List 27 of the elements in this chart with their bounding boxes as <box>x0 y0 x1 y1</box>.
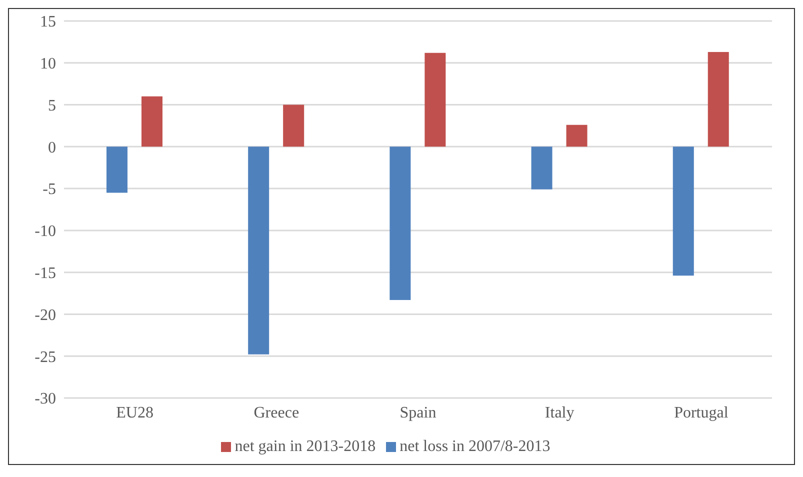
bar <box>248 146 270 354</box>
bar <box>283 104 304 147</box>
bar <box>566 124 588 147</box>
y-tick-label: -10 <box>34 223 56 240</box>
x-tick-label: EU28 <box>116 404 154 422</box>
legend-label: net loss in 2007/8-2013 <box>400 438 550 455</box>
bar <box>672 146 694 276</box>
bar <box>708 52 729 147</box>
y-tick-label: 0 <box>48 139 56 156</box>
x-tick-label: Italy <box>544 404 574 422</box>
bar <box>141 96 162 147</box>
y-tick-label: 15 <box>40 14 56 31</box>
y-tick-label: -20 <box>34 306 56 324</box>
y-tick-label: -30 <box>34 390 56 408</box>
y-tick-label: -5 <box>42 181 56 198</box>
y-tick-label: 5 <box>48 97 56 114</box>
bar <box>106 146 128 193</box>
y-tick-label: 10 <box>40 56 56 73</box>
y-tick-label: -15 <box>34 265 56 282</box>
bar <box>390 146 411 300</box>
legend-label: net gain in 2013-2018 <box>234 438 376 455</box>
y-tick-label: -25 <box>34 348 56 366</box>
x-tick-label: Spain <box>400 404 436 422</box>
x-tick-label: Portugal <box>674 404 729 422</box>
bar <box>424 52 446 147</box>
bar <box>531 146 552 190</box>
x-tick-label: Greece <box>254 404 300 422</box>
